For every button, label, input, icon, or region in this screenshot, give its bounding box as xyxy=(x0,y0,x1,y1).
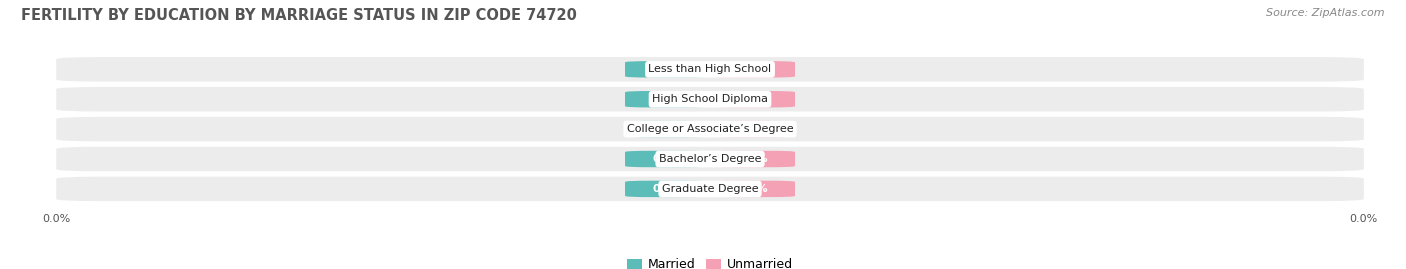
Text: Bachelor’s Degree: Bachelor’s Degree xyxy=(659,154,761,164)
Text: 0.0%: 0.0% xyxy=(652,94,683,104)
Text: 0.0%: 0.0% xyxy=(737,154,768,164)
FancyBboxPatch shape xyxy=(626,151,710,167)
FancyBboxPatch shape xyxy=(710,181,794,197)
FancyBboxPatch shape xyxy=(710,61,794,77)
Text: 0.0%: 0.0% xyxy=(737,184,768,194)
Text: 0.0%: 0.0% xyxy=(652,64,683,74)
FancyBboxPatch shape xyxy=(626,181,710,197)
FancyBboxPatch shape xyxy=(56,57,1364,82)
Text: Less than High School: Less than High School xyxy=(648,64,772,74)
FancyBboxPatch shape xyxy=(710,91,794,107)
Legend: Married, Unmarried: Married, Unmarried xyxy=(621,253,799,269)
Text: 0.0%: 0.0% xyxy=(737,94,768,104)
FancyBboxPatch shape xyxy=(56,87,1364,111)
FancyBboxPatch shape xyxy=(626,121,710,137)
FancyBboxPatch shape xyxy=(626,61,710,77)
Text: 0.0%: 0.0% xyxy=(737,64,768,74)
Text: Graduate Degree: Graduate Degree xyxy=(662,184,758,194)
Text: FERTILITY BY EDUCATION BY MARRIAGE STATUS IN ZIP CODE 74720: FERTILITY BY EDUCATION BY MARRIAGE STATU… xyxy=(21,8,576,23)
FancyBboxPatch shape xyxy=(710,151,794,167)
Text: Source: ZipAtlas.com: Source: ZipAtlas.com xyxy=(1267,8,1385,18)
Text: 0.0%: 0.0% xyxy=(652,184,683,194)
FancyBboxPatch shape xyxy=(56,177,1364,201)
Text: High School Diploma: High School Diploma xyxy=(652,94,768,104)
Text: 0.0%: 0.0% xyxy=(737,124,768,134)
FancyBboxPatch shape xyxy=(710,121,794,137)
FancyBboxPatch shape xyxy=(626,91,710,107)
FancyBboxPatch shape xyxy=(56,117,1364,141)
Text: 0.0%: 0.0% xyxy=(652,154,683,164)
Text: 0.0%: 0.0% xyxy=(652,124,683,134)
FancyBboxPatch shape xyxy=(56,147,1364,171)
Text: College or Associate’s Degree: College or Associate’s Degree xyxy=(627,124,793,134)
